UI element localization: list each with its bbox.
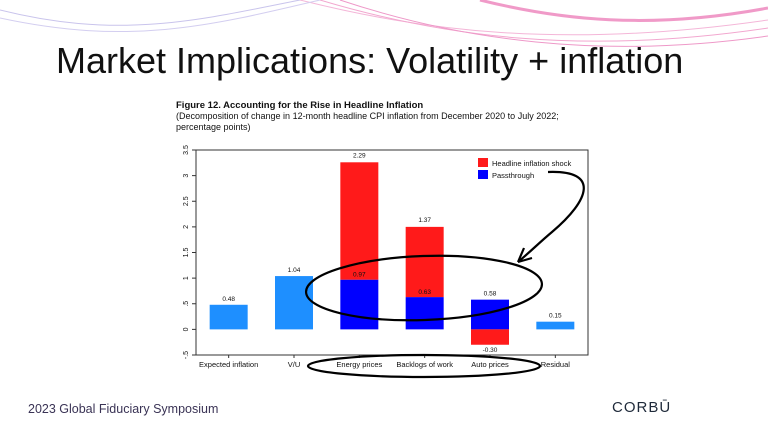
x-tick-label: Energy prices — [336, 360, 382, 369]
x-tick-label: Auto prices — [471, 360, 509, 369]
y-tick-label: 3.5 — [183, 145, 190, 155]
figure-caption: Figure 12. Accounting for the Rise in He… — [176, 100, 596, 133]
legend-swatch-passthrough — [478, 170, 488, 179]
chart-subtitle: (Decomposition of change in 12-month hea… — [176, 111, 559, 132]
data-label: 2.29 — [353, 152, 366, 159]
data-label: 0.97 — [353, 272, 366, 279]
annotation-ellipse-bars — [304, 254, 544, 322]
x-tick-label: Residual — [541, 360, 571, 369]
bar-passthrough — [340, 279, 379, 330]
bar-headline — [405, 226, 444, 298]
y-tick-label: 1.5 — [183, 248, 190, 258]
y-tick-label: 2 — [183, 225, 190, 229]
chart-title: Figure 12. Accounting for the Rise in He… — [176, 100, 424, 111]
y-tick-label: -.5 — [183, 351, 190, 359]
legend-swatch-headline — [478, 158, 488, 167]
annotation-ellipse-labels — [306, 353, 542, 379]
footer-event-name: 2023 Global Fiduciary Symposium — [28, 402, 219, 416]
legend-label-headline: Headline inflation shock — [492, 159, 571, 168]
y-tick-label: 2.5 — [183, 196, 190, 206]
bar — [209, 304, 248, 330]
bar-passthrough — [405, 297, 444, 330]
legend-label-passthrough: Passthrough — [492, 171, 534, 180]
y-tick-label: .5 — [183, 301, 190, 307]
data-label: 1.37 — [418, 217, 431, 224]
data-label: 0.48 — [222, 296, 235, 303]
bar-headline — [471, 329, 509, 345]
decorative-waves — [0, 0, 768, 47]
annotation-arrow — [517, 170, 585, 263]
x-tick-label: Backlogs of work — [396, 360, 453, 369]
bar — [536, 321, 575, 330]
y-tick-label: 0 — [183, 327, 190, 331]
annotation-arrowhead — [516, 247, 533, 264]
data-label: 0.15 — [549, 313, 562, 320]
corbu-logo: CORBŪ — [612, 399, 672, 416]
bar — [275, 276, 313, 330]
data-label: 1.04 — [288, 267, 301, 274]
x-tick-label: V/U — [288, 360, 301, 369]
data-label: -0.30 — [483, 347, 498, 354]
slide-title: Market Implications: Volatility + inflat… — [56, 40, 684, 81]
data-label: 0.63 — [418, 289, 431, 296]
bar-headline — [340, 162, 379, 280]
y-tick-label: 3 — [183, 174, 190, 178]
data-label: 0.58 — [484, 291, 497, 298]
y-tick-label: 1 — [183, 276, 190, 280]
x-tick-label: Expected inflation — [199, 360, 258, 369]
